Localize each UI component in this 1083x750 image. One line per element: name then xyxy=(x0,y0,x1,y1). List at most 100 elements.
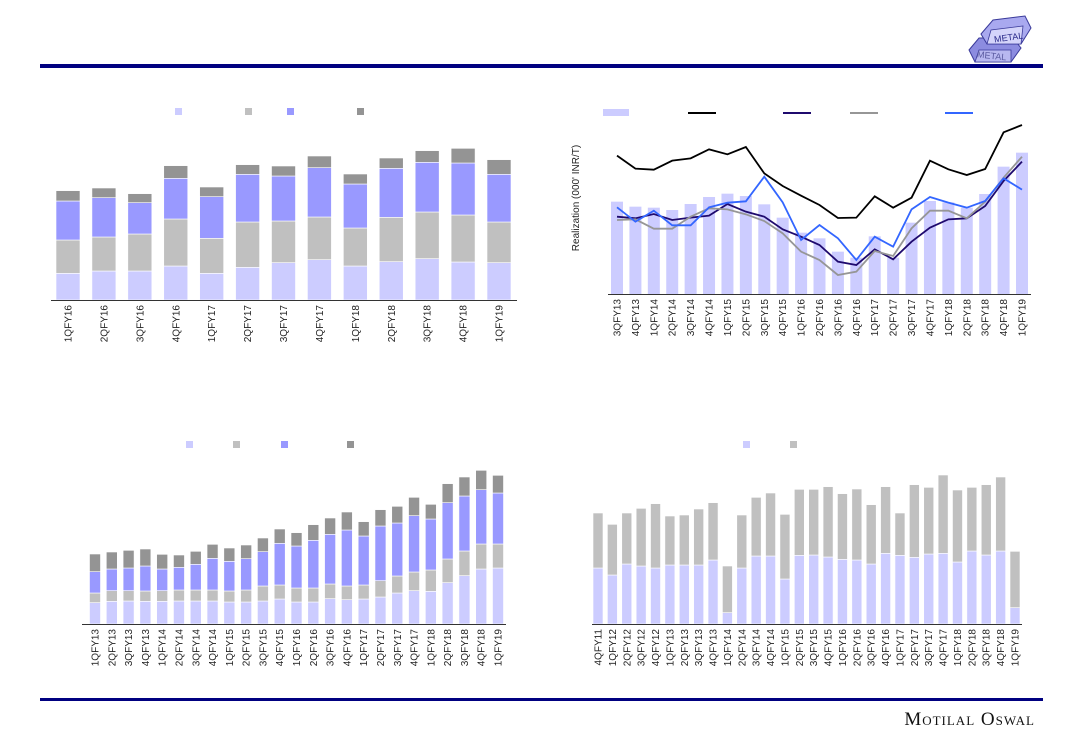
legend-swatch xyxy=(281,441,288,448)
bar-segment xyxy=(722,565,733,613)
x-tick-label: 4QFY18 xyxy=(996,629,1007,667)
bar xyxy=(1016,152,1028,294)
bar-segment xyxy=(357,521,370,537)
bar-segment xyxy=(425,504,437,520)
bar-segment xyxy=(865,563,877,625)
bar-segment xyxy=(290,587,303,603)
x-tick-label: 3QFY15 xyxy=(809,629,820,667)
bar-segment xyxy=(707,559,719,625)
bar-segment xyxy=(235,164,260,175)
bar-segment xyxy=(995,550,1006,625)
bar-segment xyxy=(324,598,336,625)
x-tick-label: 2QFY15 xyxy=(242,629,253,667)
x-tick-label: 4QFY13 xyxy=(631,299,642,337)
bar-segment xyxy=(678,514,690,566)
x-tick-label: 2QFY16 xyxy=(309,629,320,667)
bar-segment xyxy=(1009,607,1021,625)
x-tick-label: 4QFY16 xyxy=(852,299,863,337)
bar-segment xyxy=(341,585,353,600)
x-tick-label: 3QFY17 xyxy=(279,305,290,343)
x-tick-label: 2QFY17 xyxy=(376,629,387,667)
x-tick-label: 3QFY18 xyxy=(982,629,993,667)
legend-swatch xyxy=(287,108,294,115)
x-tick-label: 2QFY16 xyxy=(852,629,863,667)
bar-segment xyxy=(341,529,353,587)
bar-segment xyxy=(607,574,618,625)
bar-segment xyxy=(765,555,776,625)
bar-segment xyxy=(475,543,488,570)
bar-segment xyxy=(271,175,296,222)
bar-segment xyxy=(290,545,303,589)
bar xyxy=(960,207,973,294)
x-tick-label: 2QFY14 xyxy=(174,629,185,667)
bar-segment xyxy=(139,590,152,602)
x-tick-label: 3QFY16 xyxy=(326,629,337,667)
bar-segment xyxy=(343,265,368,301)
line-series xyxy=(616,124,1023,219)
bar-segment xyxy=(199,186,224,197)
legend-swatch xyxy=(233,441,240,448)
bar-segment xyxy=(257,537,269,552)
x-tick-label: 4QFY17 xyxy=(315,305,326,343)
bar-segment xyxy=(199,238,224,274)
bar-segment xyxy=(273,543,286,586)
bar-segment xyxy=(163,265,189,301)
bar-segment xyxy=(391,592,404,625)
x-tick-label: 1QFY19 xyxy=(494,629,505,667)
bar-segment xyxy=(414,211,440,259)
bar xyxy=(629,206,642,294)
x-tick-label: 3QFY12 xyxy=(637,629,648,667)
x-tick-label: 3QFY13 xyxy=(124,629,135,667)
x-tick-label: 2QFY17 xyxy=(243,305,254,343)
bar-segment xyxy=(357,598,370,625)
line-series xyxy=(616,161,1023,266)
bar-segment xyxy=(837,493,848,560)
x-tick-label: 1QFY13 xyxy=(91,629,102,667)
bar-segment xyxy=(357,535,370,586)
bar-segment xyxy=(492,543,504,569)
bar-segment xyxy=(374,525,387,581)
bar-segment xyxy=(341,599,353,625)
bar-segment xyxy=(139,601,152,625)
bar-segment xyxy=(357,584,370,600)
bar-segment xyxy=(273,598,286,625)
bar-segment xyxy=(240,558,252,591)
bar-segment xyxy=(271,165,296,177)
x-tick-label: 1QFY18 xyxy=(953,629,964,667)
x-tick-label: 1QFY16 xyxy=(797,299,808,337)
bar xyxy=(942,202,955,294)
x-tick-label: 3QFY17 xyxy=(924,629,935,667)
bar-segment xyxy=(127,193,153,203)
bar-segment xyxy=(822,556,834,625)
bar-segment xyxy=(441,483,454,503)
bar-segment xyxy=(240,601,252,625)
x-tick-label: 1QFY17 xyxy=(207,305,218,343)
bar-segment xyxy=(89,592,101,603)
bar-segment xyxy=(324,534,336,585)
bar xyxy=(795,232,808,294)
bar-segment xyxy=(307,216,332,260)
bottom-right-chart: 4QFY11 1QFY12 2QFY12 3QFY12 4QFY12 1QFY13 2QFY… xyxy=(592,441,1022,666)
bar-segment xyxy=(450,162,476,216)
bar-segment xyxy=(89,571,101,594)
bar xyxy=(666,210,679,294)
x-tick-label: 4QFY14 xyxy=(705,299,716,337)
bar-segment xyxy=(592,512,604,569)
bar-segment xyxy=(163,165,189,179)
bar-segment xyxy=(91,270,117,301)
bar-segment xyxy=(257,585,269,602)
bar-segment xyxy=(693,564,704,625)
bar-segment xyxy=(486,174,512,223)
bar-segment xyxy=(765,492,776,557)
bar-segment xyxy=(189,589,202,602)
bar xyxy=(721,193,734,294)
x-tick-label: 2QFY14 xyxy=(737,629,748,667)
bar-segment xyxy=(441,502,454,560)
bar-segment xyxy=(750,497,762,557)
bar-segment xyxy=(486,159,512,175)
bar-segment xyxy=(650,503,661,569)
x-tick-label: 3QFY18 xyxy=(981,299,992,337)
bar-segment xyxy=(425,569,437,592)
legend-swatch xyxy=(186,441,193,448)
